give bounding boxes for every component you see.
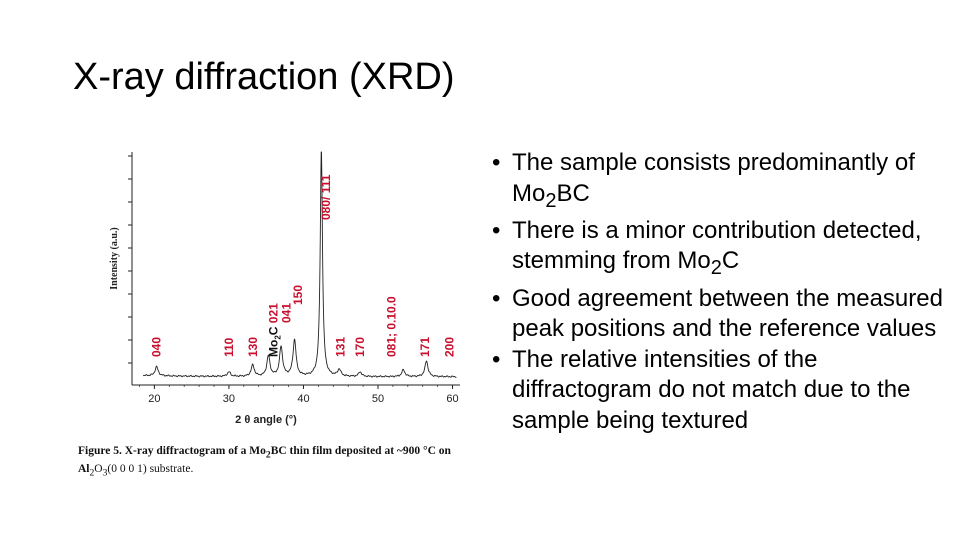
bullet-item: • Good agreement between the measured pea… [492, 284, 952, 345]
caption-text-2: BC thin film deposited at ~900 °C on Al [78, 445, 451, 476]
bullet-text-tail: BC [556, 179, 590, 207]
peak-label: 150 [291, 285, 305, 305]
y-axis-label: Intensity (a.u.) [109, 227, 120, 290]
caption-label: Figure 5. [78, 445, 122, 457]
peak-label: 130 [246, 337, 260, 357]
x-tick-label: 20 [148, 393, 160, 405]
peak-label: 080/ 111 [319, 174, 333, 220]
bullet-dot: • [492, 149, 501, 176]
bullet-text: The sample consists predominantly of Mo [512, 149, 915, 207]
peak-label: 081; 0.10.0 [384, 296, 398, 357]
figure-caption: Figure 5. X-ray diffractogram of a Mo2BC… [78, 444, 473, 481]
caption-text-4: (0 0 0 1) substrate. [107, 463, 194, 476]
peak-label: 170 [353, 337, 367, 357]
caption-sub-3: 3 [102, 467, 108, 479]
peak-label: 171 [418, 337, 432, 357]
peak-label-part: 021 [267, 303, 281, 327]
peak-label-part: Mo [267, 340, 281, 357]
caption-sub-2: 2 [89, 467, 95, 479]
caption-text-3: O [94, 463, 103, 476]
x-tick-label: 50 [372, 393, 384, 405]
bullet-item: • The relative intensities of the diffrac… [492, 345, 952, 437]
bullet-dot: • [492, 345, 501, 373]
bullet-subscript: 2 [710, 257, 722, 280]
bullet-dot: • [492, 284, 501, 312]
caption-sub-1: 2 [265, 449, 271, 461]
peak-label-part: 2 [274, 335, 283, 340]
bullet-text-tail: C [721, 247, 740, 275]
bullet-text: The relative intensities of the diffract… [512, 345, 911, 434]
peak-label: 110 [222, 337, 236, 357]
peak-label: 040 [150, 337, 164, 357]
bullet-text: Good agreement between the measured peak… [512, 284, 943, 343]
peak-label-part: C [267, 326, 281, 335]
bullet-text: There is a minor contribution detected, … [512, 216, 922, 275]
xrd-trace [142, 151, 457, 378]
xrd-chart: 20 30 40 50 60 2 θ angle (°) Intensity (a.u.) 0… [109, 151, 460, 426]
x-tick-label: 40 [297, 393, 309, 405]
peak-label: 131 [334, 337, 348, 357]
xrd-figure: 20 30 40 50 60 2 θ angle (°) Intensity (a.u.) 0… [90, 142, 470, 482]
peak-label: 200 [443, 337, 457, 357]
bullet-item: • The sample consists predominantly of Mo… [492, 148, 952, 216]
slide-title: X-ray diffraction (XRD) [73, 56, 455, 98]
peak-label: 041 [279, 303, 293, 323]
bullet-dot: • [492, 216, 501, 244]
bullet-subscript: 2 [545, 189, 557, 212]
peak-label: Mo2C 021 [267, 303, 283, 357]
bullet-list: • The sample consists predominantly of Mo… [492, 148, 952, 436]
caption-text-1: X-ray diffractogram of a Mo [124, 445, 266, 457]
x-tick-label: 60 [446, 393, 458, 405]
x-axis-label: 2 θ angle (°) [235, 414, 297, 426]
bullet-item: • There is a minor contribution detected,… [492, 216, 952, 284]
x-tick-label: 30 [223, 393, 235, 405]
